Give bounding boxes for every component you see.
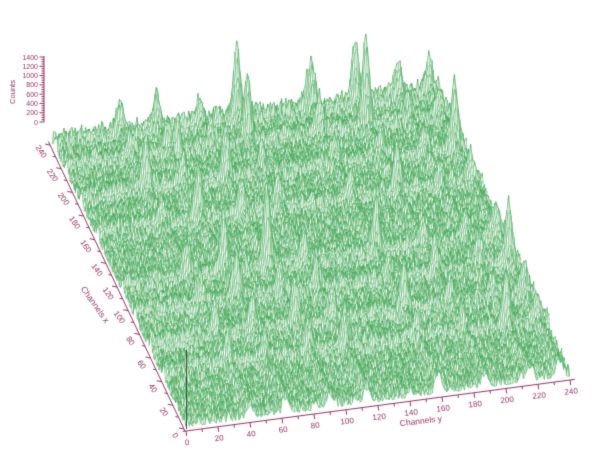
3d-surface-plot-canvas <box>0 0 602 455</box>
surface-plot-figure <box>0 0 602 455</box>
